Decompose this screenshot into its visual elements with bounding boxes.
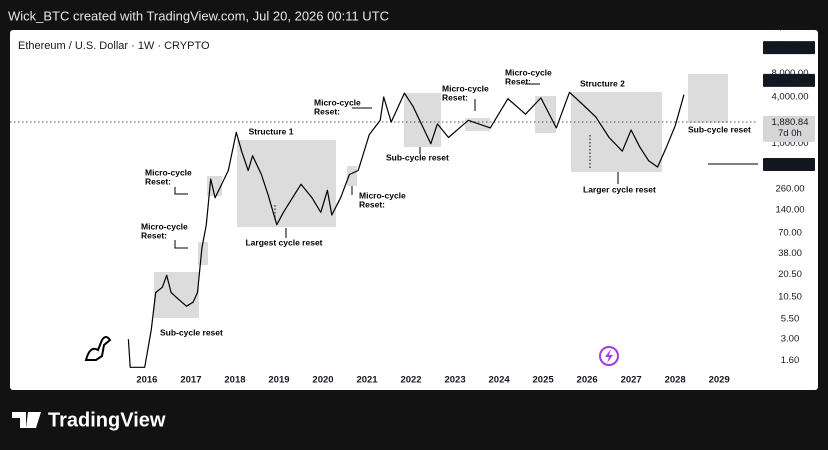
annotation: Reset: — [505, 76, 531, 86]
bolt-ring — [599, 346, 619, 366]
annotation: Micro-cycle — [442, 83, 489, 93]
box — [237, 140, 336, 227]
box — [535, 96, 556, 133]
x-tick-label: 2025 — [533, 375, 555, 386]
annotation: Reset: — [442, 92, 468, 102]
annotation: Reset: — [145, 176, 171, 186]
y-tick-label: 10.50 — [778, 292, 802, 303]
annotation: Reset: — [314, 106, 340, 116]
y-tick-label: 1.60 — [781, 355, 800, 366]
footer-logo: TradingView — [12, 409, 166, 431]
bolt-icon — [599, 346, 619, 366]
annotation: Structure 2 — [580, 78, 625, 88]
price-label: 538.95 — [775, 159, 804, 170]
x-tick-label: 2020 — [312, 375, 333, 386]
annotation: Micro-cycle — [359, 190, 406, 200]
y-tick-label: 140.00 — [775, 204, 804, 215]
y-tick-label: 8,000.00 — [772, 68, 809, 79]
price-label-box — [763, 157, 815, 171]
y-tick-label: 1,000.00 — [772, 138, 809, 149]
price-label: 6,567.07 — [772, 75, 809, 86]
caption: Wick_BTC created with TradingView.com, J… — [8, 8, 389, 23]
annotation: Largest cycle reset — [245, 237, 322, 247]
y-tick-label: 5.50 — [781, 313, 800, 324]
annotation: Micro-cycle — [145, 167, 192, 177]
y-tick-label: 38.00 — [778, 248, 802, 259]
x-tick-label: 2022 — [400, 375, 421, 386]
x-tick-label: 2021 — [356, 375, 378, 386]
price-line — [127, 91, 685, 368]
box — [688, 74, 728, 123]
price-label-box — [763, 73, 815, 87]
y-tick-label: 32,000.00 — [769, 22, 811, 33]
annotation: Reset: — [359, 199, 385, 209]
y-tick-label: 70.00 — [778, 228, 802, 239]
price-label: 17,333.65 — [769, 42, 811, 53]
x-tick-label: 2023 — [444, 375, 465, 386]
y-tick-label: 3.00 — [781, 334, 800, 345]
annotation: Micro-cycle — [314, 97, 361, 107]
brand: TradingView — [48, 409, 166, 431]
logo-mark — [12, 412, 41, 428]
chart-title: Ethereum / U.S. Dollar · 1W · CRYPTO — [18, 40, 210, 52]
x-tick-label: 2018 — [224, 375, 245, 386]
x-tick-label: 2019 — [268, 375, 289, 386]
price-label-box — [763, 41, 815, 55]
x-tick-label: 2029 — [709, 375, 730, 386]
countdown: 7d 0h — [778, 128, 802, 139]
annotation: Structure 1 — [249, 126, 294, 136]
dino — [84, 336, 112, 361]
annotation: Sub-cycle reset — [160, 327, 223, 337]
x-tick-label: 2027 — [621, 375, 642, 386]
bolt — [605, 349, 613, 363]
dino-logo — [84, 336, 112, 361]
annotation: Larger cycle reset — [583, 184, 656, 194]
connector — [174, 187, 188, 195]
price-label: 1,880.84 — [772, 117, 809, 128]
price-label-box — [763, 115, 815, 142]
x-tick-label: 2028 — [665, 375, 686, 386]
x-tick-label: 2016 — [136, 375, 157, 386]
box — [198, 242, 208, 265]
connector — [174, 240, 188, 249]
x-tick-label: 2024 — [489, 375, 511, 386]
y-tick-label: 20.50 — [778, 269, 802, 280]
y-tick-label: 260.00 — [775, 184, 804, 195]
x-tick-label: 2026 — [577, 375, 598, 386]
box — [154, 272, 199, 318]
x-tick-label: 2017 — [180, 375, 201, 386]
annotation: Sub-cycle reset — [386, 152, 449, 162]
annotation: Reset: — [141, 230, 167, 240]
box — [347, 166, 357, 186]
connectors — [174, 83, 619, 249]
annotation: Micro-cycle — [141, 221, 188, 231]
y-tick-label: 4,000.00 — [772, 92, 809, 103]
annotation: Sub-cycle reset — [688, 124, 751, 134]
annotation: Micro-cycle — [505, 67, 552, 77]
